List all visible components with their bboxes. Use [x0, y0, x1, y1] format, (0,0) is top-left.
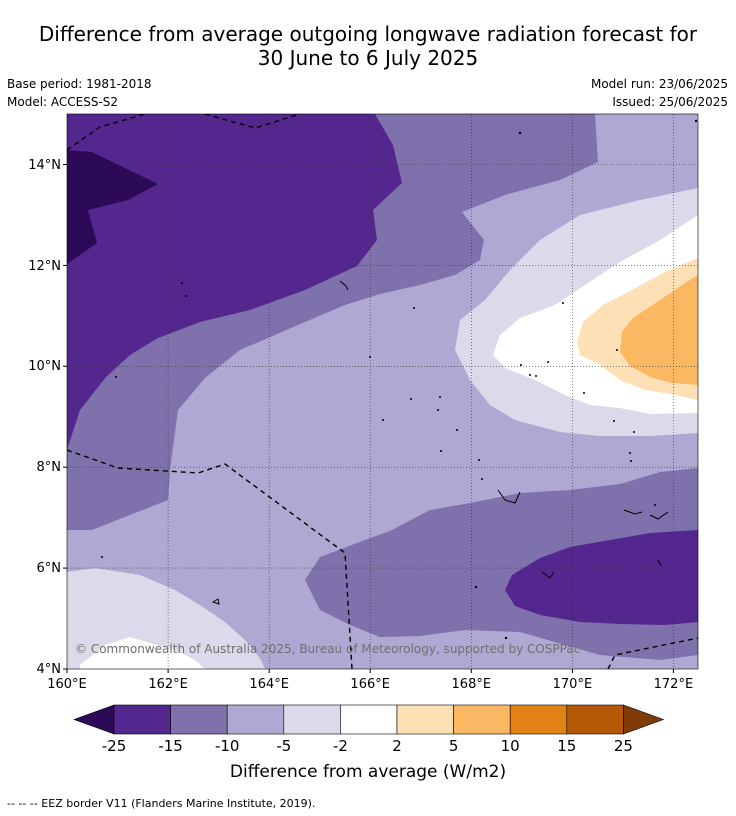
lon-ticks: 160°E 162°E 164°E 166°E 168°E 170°E 172°…	[47, 669, 693, 692]
model-name: Model: ACCESS-S2	[7, 95, 119, 109]
copyright-notice: © Commonwealth of Australia 2025, Bureau…	[75, 642, 580, 656]
colorbar-extend-low	[73, 704, 115, 735]
lat-label-14: 14°N	[28, 158, 61, 173]
lon-label-166: 166°E	[350, 677, 390, 692]
eez-border-central	[67, 449, 353, 669]
title-line-1: Difference from average outgoing longwav…	[38, 22, 698, 46]
eez-border-nw	[67, 114, 146, 151]
colorbar-box	[566, 704, 624, 735]
chart-title: Difference from average outgoing longwav…	[0, 22, 736, 70]
meta-left: Base period: 1981-2018 Model: ACCESS-S2	[7, 75, 152, 111]
colorbar-box	[283, 704, 341, 735]
issued-date: Issued: 25/06/2025	[612, 95, 728, 109]
model-run: Model run: 23/06/2025	[590, 77, 728, 91]
colorbar-box	[113, 704, 171, 735]
lon-label-160: 160°E	[47, 677, 87, 692]
title-line-2: 30 June to 6 July 2025	[257, 46, 479, 70]
lat-label-12: 12°N	[28, 259, 61, 274]
eez-borders	[67, 114, 698, 669]
colorbar-box	[170, 704, 228, 735]
map-frame	[66, 113, 699, 670]
band-below-minus25	[67, 150, 158, 264]
colorbar-box	[453, 704, 511, 735]
lat-ticks: 4°N 6°N 8°N 10°N 12°N 14°N	[28, 158, 67, 677]
band-minus2-plus2-southwest	[80, 637, 205, 669]
colorbar-tick-label: 25	[614, 737, 633, 755]
lat-label-4: 4°N	[37, 662, 62, 677]
colorbar-title: Difference from average (W/m2)	[229, 762, 507, 782]
colorbar-extend-high	[623, 704, 665, 735]
island-atoll-7	[657, 559, 662, 567]
lon-label-168: 168°E	[452, 677, 492, 692]
colorbar-tick-label: 15	[557, 737, 576, 755]
colorbar-tick-label: 10	[501, 737, 520, 755]
colorbar-box	[396, 704, 454, 735]
lon-label-164: 164°E	[249, 677, 289, 692]
colorbar: -25 -15 -10 -5 -2 2 5 10 15 25	[73, 704, 665, 755]
islands	[211, 280, 669, 605]
lon-label-172: 172°E	[654, 677, 694, 692]
colorbar-tick-label: 2	[392, 737, 402, 755]
island-atoll-2	[623, 509, 643, 515]
lat-label-6: 6°N	[37, 561, 62, 576]
base-period: Base period: 1981-2018	[7, 77, 152, 91]
eez-border-se	[607, 637, 698, 669]
band-minus25-minus15-south	[505, 530, 698, 625]
lat-label-10: 10°N	[28, 359, 61, 374]
island-atoll-6	[339, 280, 349, 291]
island-dots	[101, 119, 698, 640]
island-atoll-5	[541, 571, 555, 579]
graticule	[67, 114, 698, 669]
band-minus25-minus15-north	[67, 114, 402, 450]
island-atoll-4	[211, 598, 220, 605]
eez-legend-note: -- -- -- EEZ border V11 (Flanders Marine…	[7, 797, 316, 810]
island-atoll-3	[649, 511, 669, 520]
island-atoll-1	[497, 489, 521, 504]
colorbar-tick-label: -10	[215, 737, 240, 755]
colorbar-tick-label: -2	[333, 737, 348, 755]
colorbar-tick-label: -5	[276, 737, 291, 755]
colorbar-box	[509, 704, 568, 735]
lat-label-8: 8°N	[37, 460, 62, 475]
meta-right: Model run: 23/06/2025 Issued: 25/06/2025	[591, 75, 728, 111]
band-plus5-plus10	[620, 275, 698, 385]
colorbar-box	[340, 704, 398, 735]
colorbar-box	[226, 704, 285, 735]
eez-border-n	[204, 114, 301, 129]
colorbar-tick-label: -25	[102, 737, 127, 755]
map-fill-layers	[67, 114, 698, 669]
colorbar-tick-label: -15	[158, 737, 183, 755]
colorbar-tick-label: 5	[449, 737, 459, 755]
lon-label-170: 170°E	[553, 677, 593, 692]
lon-label-162: 162°E	[148, 677, 188, 692]
